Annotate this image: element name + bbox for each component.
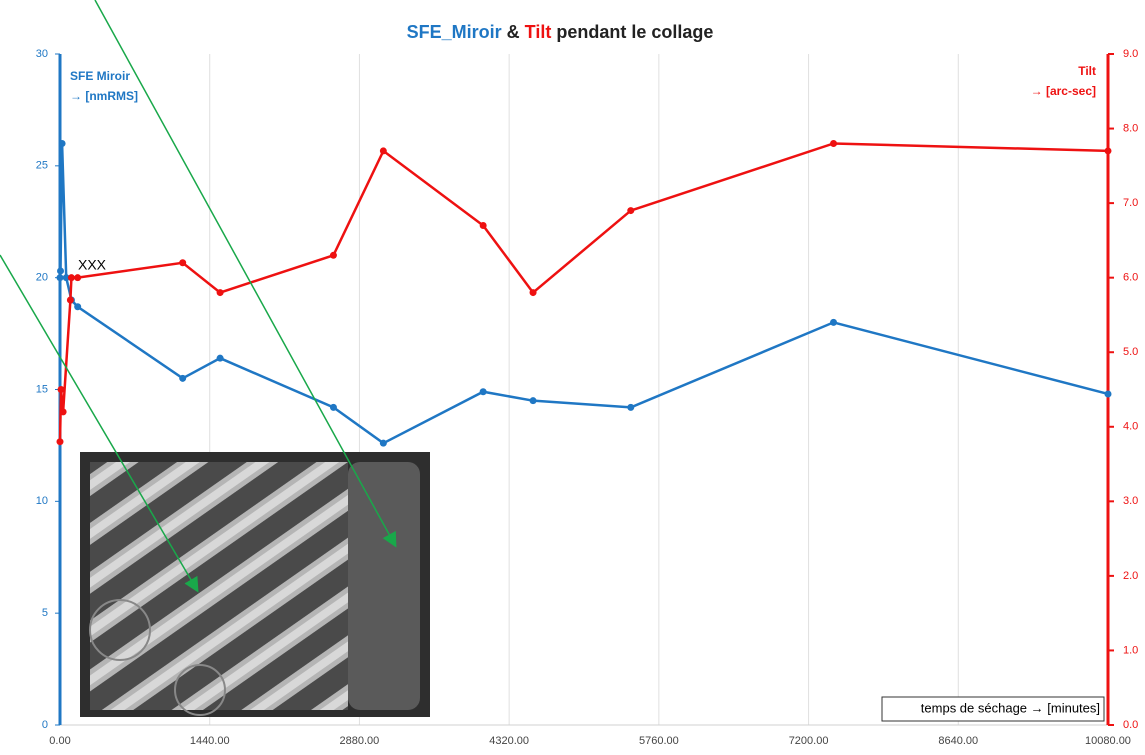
y2-tick-label: 1.0 [1123, 644, 1138, 656]
x-tick-label: 8640.00 [938, 735, 978, 747]
y-tick-label: 0 [42, 719, 48, 731]
x-tick-label: 10080.00 [1085, 735, 1131, 747]
annotation: XXX [78, 257, 107, 273]
x-axis-label-box [881, 696, 1105, 722]
y2-tick-label: 2.0 [1123, 570, 1138, 582]
title-part: & [507, 22, 520, 42]
title-part: Tilt [525, 22, 552, 42]
data-point [57, 386, 65, 393]
data-point [179, 374, 187, 382]
y-axis-label: → [nmRMS] [70, 89, 138, 103]
data-point [830, 139, 838, 147]
title-part: SFE_Miroir [407, 22, 502, 42]
grid: 0.00 1440.00 2880.00 4320.00 5760.00 7200.00 8… [36, 48, 1139, 747]
data-point [1104, 390, 1112, 398]
y-tick-label: 20 [36, 272, 48, 284]
data-point [74, 274, 82, 282]
y-tick-label: 5 [42, 607, 48, 619]
data-point [179, 259, 187, 267]
y2-tick-label: 0.0 [1123, 719, 1138, 731]
data-point [479, 388, 487, 396]
x-tick-label: 7200.00 [789, 735, 829, 747]
data-point [627, 207, 635, 215]
y2-tick-label: 8.0 [1123, 122, 1138, 134]
chart-title: SFE_Miroir & Tilt pendant le collage [407, 22, 714, 42]
data-point [216, 354, 224, 362]
data-point [379, 439, 387, 447]
x-tick-label: 0.00 [49, 735, 70, 747]
data-point [329, 251, 337, 259]
y2-tick-label: 7.0 [1123, 197, 1138, 209]
arrow [0, 254, 199, 593]
y2-tick-label: 3.0 [1123, 495, 1138, 507]
y-tick-label: 25 [36, 160, 48, 172]
data-point [56, 274, 64, 282]
data-point [529, 289, 537, 297]
data-point [830, 318, 838, 326]
data-point [67, 274, 75, 282]
y2-tick-label: 6.0 [1123, 272, 1138, 284]
y2-tick-label: 5.0 [1123, 346, 1138, 358]
x-tick-label: 4320.00 [489, 735, 529, 747]
data-point [59, 408, 67, 416]
y2-tick-label: 4.0 [1123, 421, 1138, 433]
data-point [74, 303, 82, 311]
arrow [94, 0, 397, 548]
data-point [627, 403, 635, 411]
y2-axis-label: Tilt [1078, 64, 1096, 78]
y-tick-label: 15 [36, 383, 48, 395]
data-point [1104, 147, 1112, 155]
data-point [62, 274, 70, 282]
y2-tick-label: 9.0 [1123, 48, 1138, 60]
y2-axis-label: → [arc-sec] [1031, 84, 1096, 98]
data-point [379, 147, 387, 155]
data-point [329, 403, 337, 411]
title-part: pendant le collage [556, 22, 713, 42]
data-point [66, 296, 74, 304]
x-tick-label: 2880.00 [340, 735, 380, 747]
y-axis-label: SFE Miroir [70, 69, 130, 83]
x-axis-label: temps de séchage → [minutes] [921, 700, 1100, 715]
data-point [216, 289, 224, 297]
data-point [529, 397, 537, 405]
data-point [58, 139, 66, 147]
data-point [57, 267, 65, 275]
data-point [479, 221, 487, 229]
y-tick-label: 10 [36, 495, 48, 507]
data-point [56, 438, 64, 446]
x-tick-label: 5760.00 [639, 735, 679, 747]
x-tick-label: 1440.00 [190, 735, 230, 747]
plot [56, 54, 1112, 725]
y-tick-label: 30 [36, 48, 48, 60]
inset-image [80, 452, 430, 717]
